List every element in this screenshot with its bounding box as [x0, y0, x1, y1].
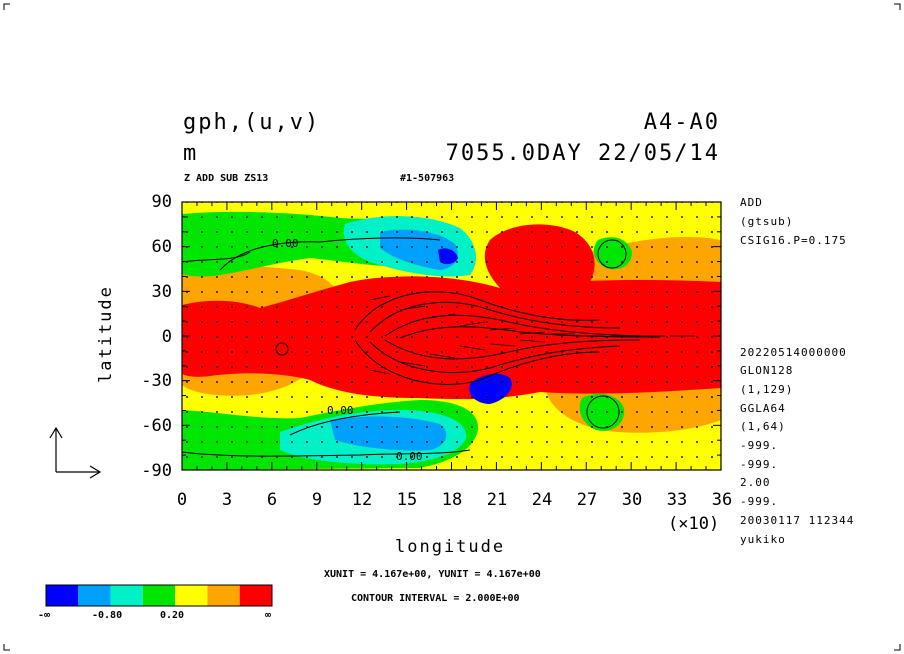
ytick-label: 30 [151, 282, 172, 302]
operation-note: Z ADD SUB ZS13 [184, 173, 269, 184]
xtick-label: 36 [711, 490, 733, 510]
colorbar-swatch [175, 585, 208, 606]
contour-label: 0.00 [396, 450, 423, 463]
contour-label: 0.00 [272, 237, 299, 250]
side-info-line: -999. [740, 439, 779, 452]
experiment-label: A4-A0 [643, 110, 720, 135]
heatmap-field [182, 202, 721, 470]
side-info-line: 20220514000000 [740, 346, 847, 359]
xtick-label: 24 [531, 490, 553, 510]
ytick-label: -30 [141, 371, 172, 391]
colorbar-label: -0.80 [92, 610, 123, 621]
xtick-label: 3 [221, 490, 233, 510]
ytick-label: -60 [141, 416, 172, 436]
colorbar-swatch [78, 585, 111, 606]
colorbar-label: -∞ [38, 610, 51, 621]
xtick-label: 6 [266, 490, 278, 510]
xtick-label: 0 [176, 490, 188, 510]
side-info-line: (gtsub) [740, 215, 794, 228]
colorbar-swatch [46, 585, 79, 606]
run-id: #1-507963 [400, 173, 455, 184]
contour-lines [182, 237, 661, 457]
side-info-line: 20030117 112344 [740, 514, 855, 527]
colorbar-swatch [142, 585, 176, 606]
xtick-label: 21 [486, 490, 508, 510]
side-info-line: (1,64) [740, 420, 786, 433]
colorbar-swatch [110, 585, 143, 606]
side-info-line: 2.00 [740, 476, 771, 489]
variable-units: m [183, 141, 199, 166]
x-scale-note: (×10) [668, 514, 720, 534]
y-axis-title: latitude [96, 285, 116, 383]
xtick-label: 18 [441, 490, 463, 510]
side-info-line: -999. [740, 495, 779, 508]
ytick-label: 90 [151, 192, 172, 212]
colorbar-swatch [239, 585, 272, 606]
ytick-label: 60 [151, 237, 172, 257]
reference-arrows [49, 426, 102, 479]
side-info-line: GLON128 [740, 364, 794, 377]
contour-label: 0.00 [327, 404, 354, 417]
axis-ticks [181, 201, 722, 471]
colorbar-swatch [207, 585, 240, 606]
colorbar-label: 0.20 [160, 610, 185, 621]
side-info-line: GGLA64 [740, 402, 786, 415]
corner-marks [3, 3, 901, 651]
xtick-label: 27 [576, 490, 598, 510]
colorbar-label: ∞ [265, 610, 272, 621]
contour-interval-note: CONTOUR INTERVAL = 2.000E+00 [351, 593, 520, 604]
colorbar-frame [45, 584, 273, 607]
unit-note: XUNIT = 4.167e+00, YUNIT = 4.167e+00 [324, 569, 541, 580]
side-info-line: ADD [740, 196, 763, 209]
colorbar [45, 584, 273, 607]
side-info-line: (1,129) [740, 383, 794, 396]
side-info-line: -999. [740, 458, 779, 471]
variable-name: gph,(u,v) [183, 110, 321, 135]
side-info-line: yukiko [740, 533, 786, 546]
xtick-label: 30 [621, 490, 643, 510]
xtick-label: 9 [311, 490, 323, 510]
time-label: 7055.0DAY 22/05/14 [445, 141, 720, 166]
side-info-line: CSIG16.P=0.175 [740, 234, 847, 247]
wind-vectors [369, 295, 695, 375]
xtick-label: 15 [396, 490, 418, 510]
xtick-label: 12 [351, 490, 373, 510]
x-axis-title: longitude [395, 537, 506, 557]
xtick-label: 33 [666, 490, 688, 510]
ytick-label: 0 [161, 327, 172, 347]
ytick-label: -90 [141, 461, 172, 481]
